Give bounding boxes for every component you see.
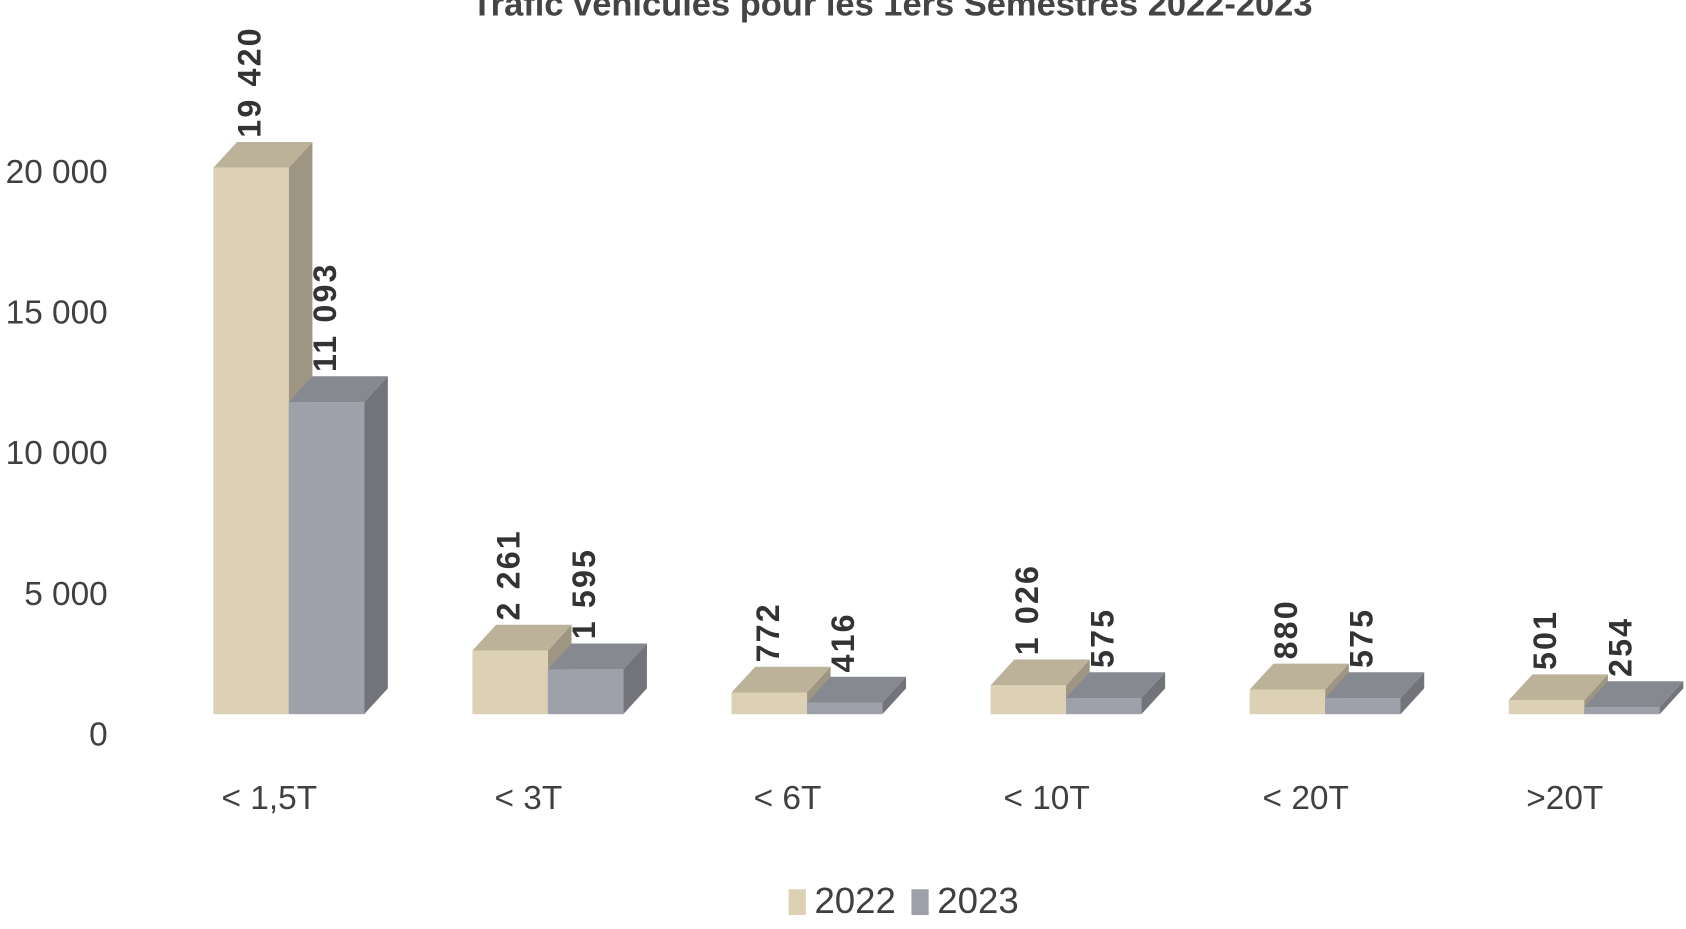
bar-top xyxy=(213,141,313,168)
bar-top xyxy=(1325,672,1425,699)
x-tick-label: < 6T xyxy=(754,780,822,817)
bar-front xyxy=(472,650,548,715)
data-label: 416 xyxy=(825,612,861,672)
bar-front xyxy=(1325,698,1401,715)
bar-side xyxy=(1141,672,1166,715)
y-tick-label: 10 000 xyxy=(6,435,108,472)
bar xyxy=(806,676,907,715)
data-label: 880 xyxy=(1268,599,1304,659)
legend-label: 2023 xyxy=(937,880,1018,921)
bar-front xyxy=(731,692,807,715)
bar-top xyxy=(1249,663,1349,690)
bar-top xyxy=(547,643,647,670)
data-label: 1 026 xyxy=(1009,564,1045,655)
bar-top xyxy=(472,624,572,651)
bar xyxy=(1066,672,1166,715)
bar xyxy=(288,376,388,715)
x-tick-label: >20T xyxy=(1526,780,1603,817)
legend-swatch xyxy=(911,889,929,916)
bar xyxy=(1584,681,1684,715)
bar-front xyxy=(1066,698,1142,715)
bar xyxy=(1325,672,1425,715)
y-tick-label: 15 000 xyxy=(6,295,108,332)
data-label: 575 xyxy=(1084,608,1120,668)
x-tick-label: < 20T xyxy=(1263,780,1349,817)
bar xyxy=(547,643,647,715)
data-label: 2 261 xyxy=(491,529,527,620)
bar xyxy=(731,666,831,715)
bar-side xyxy=(623,643,647,715)
x-tick-label: < 1,5T xyxy=(222,780,318,817)
data-label: 575 xyxy=(1343,608,1379,668)
bar xyxy=(1249,663,1349,715)
bar-front xyxy=(990,685,1067,715)
legend-label: 2022 xyxy=(814,880,895,921)
data-label: 1 595 xyxy=(566,548,602,639)
data-label: 501 xyxy=(1527,610,1563,670)
bar-side xyxy=(364,376,388,715)
bar-top xyxy=(288,376,388,403)
y-tick-label: 0 xyxy=(89,717,108,754)
bar-side xyxy=(1659,681,1684,715)
y-tick-label: 5 000 xyxy=(24,576,108,613)
bar-side xyxy=(1400,672,1425,715)
bar-front xyxy=(1584,707,1660,715)
data-label: 11 093 xyxy=(307,262,343,372)
data-label: 772 xyxy=(750,602,786,662)
bar-top xyxy=(806,676,907,703)
bar xyxy=(472,624,572,715)
x-tick-label: < 10T xyxy=(1003,780,1089,817)
x-tick-label: < 3T xyxy=(495,780,563,817)
data-label: 254 xyxy=(1602,617,1638,677)
bar-front xyxy=(806,702,883,715)
bar-side xyxy=(882,676,907,715)
chart-title: Trafic véhicules pour les 1ers Semestres… xyxy=(472,0,1313,24)
bar-front xyxy=(547,669,624,715)
data-label: 19 420 xyxy=(232,26,268,137)
bar-top xyxy=(1508,674,1608,701)
bar-front xyxy=(288,402,365,715)
bar-top xyxy=(731,666,831,693)
bar-front xyxy=(1249,689,1326,715)
bar-front xyxy=(1508,700,1585,715)
legend-swatch xyxy=(788,889,806,916)
bar-front xyxy=(213,167,289,715)
bar-top xyxy=(990,659,1090,686)
bar-top xyxy=(1584,681,1684,708)
bar-top xyxy=(1066,672,1166,699)
y-tick-label: 20 000 xyxy=(6,154,108,191)
